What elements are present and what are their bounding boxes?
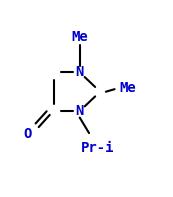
Text: N: N [75,104,84,118]
Text: N: N [75,65,84,79]
Text: Me: Me [120,81,136,95]
Text: Me: Me [71,30,88,44]
Text: O: O [24,127,32,141]
Text: Pr-i: Pr-i [81,141,114,155]
